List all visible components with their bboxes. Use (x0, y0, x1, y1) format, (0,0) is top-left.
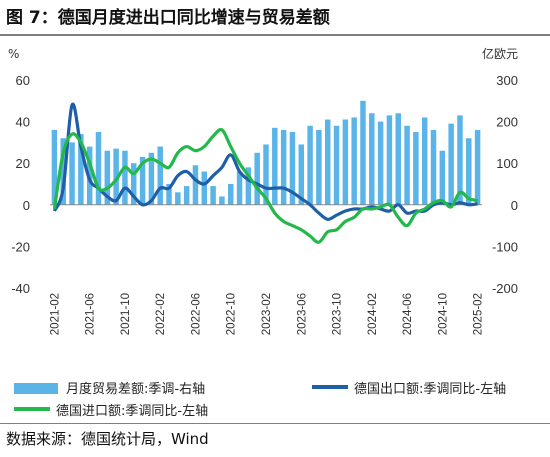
trade-balance-bar (474, 129, 481, 205)
trade-balance-bar (183, 186, 190, 205)
trade-balance-bar (395, 113, 401, 205)
title-divider (0, 34, 550, 36)
trade-balance-bar (466, 138, 472, 205)
trade-balance-bar (245, 167, 252, 205)
trade-balance-bar (219, 196, 225, 205)
left-axis-unit: % (8, 47, 19, 61)
x-tick-label: 2021-02 (49, 293, 61, 335)
trade-balance-bar (280, 129, 287, 205)
right-axis-unit: 亿欧元 (482, 46, 518, 61)
x-tick-label: 2024-06 (402, 293, 414, 335)
left-tick-label: -40 (11, 281, 30, 296)
trade-balance-bar (78, 134, 84, 205)
trade-balance-bar (289, 132, 296, 205)
export-yoy-line (52, 102, 478, 221)
legend-label-import: 德国进口额:季调同比-左轴 (56, 404, 209, 419)
legend-swatch-export (312, 385, 348, 389)
legend-item-bar: 月度贸易差额:季调-右轴 (14, 378, 205, 397)
trade-balance-bar (351, 117, 357, 205)
x-tick-label: 2022-06 (190, 293, 202, 335)
left-tick-label: 0 (23, 198, 30, 213)
left-tick-label: 20 (16, 156, 30, 171)
trade-balance-bar (342, 119, 349, 205)
trade-balance-bar (201, 171, 208, 205)
trade-balance-bar (377, 121, 384, 205)
legend-swatch-bar (14, 383, 58, 394)
legend-swatch-import (14, 407, 50, 411)
right-tick-label: 300 (496, 73, 518, 88)
trade-balance-bar (457, 115, 463, 205)
trade-balance-bar (413, 132, 419, 205)
trade-balance-bar (404, 125, 410, 205)
trade-balance-bar (175, 192, 181, 205)
left-tick-label: -20 (11, 239, 30, 254)
x-tick-label: 2024-10 (437, 293, 449, 335)
trade-balance-bar (104, 150, 111, 205)
x-tick-label: 2023-10 (332, 293, 344, 335)
x-axis-ticks: 2021-02 2021-06 2021-10 2022-02 2022-06 2022-… (49, 293, 484, 335)
right-axis-ticks: 300 200 100 0 -100 -200 (492, 73, 518, 296)
trade-balance-bar (421, 117, 428, 205)
legend-label-export: 德国出口额:季调同比-左轴 (354, 382, 507, 397)
right-tick-label: 200 (496, 115, 518, 130)
x-tick-label: 2025-02 (473, 293, 485, 335)
right-tick-label: 100 (496, 156, 518, 171)
trade-balance-bar (298, 144, 304, 205)
right-tick-label: 0 (511, 198, 518, 213)
trade-balance-bar (360, 100, 366, 205)
source-note: 数据来源：德国统计局，Wind (6, 430, 209, 448)
trade-balance-bar (316, 129, 322, 205)
trade-balance-bar (254, 152, 260, 205)
trade-balance-bar (157, 146, 163, 205)
legend-label-bar: 月度贸易差额:季调-右轴 (66, 382, 206, 397)
trade-balance-bar (95, 132, 102, 205)
chart-title: 图 7：德国月度进出口同比增速与贸易差额 (6, 8, 330, 28)
x-tick-label: 2023-06 (296, 293, 308, 335)
trade-balance-bar (369, 113, 375, 205)
trade-balance-bar (228, 184, 234, 205)
x-tick-label: 2021-06 (85, 293, 97, 335)
import-yoy-line (52, 128, 478, 244)
trade-balance-bar (139, 156, 146, 205)
trade-balance-bar (69, 142, 75, 205)
trade-balance-bar (448, 123, 454, 205)
x-tick-label: 2024-02 (367, 293, 379, 335)
trade-balance-bar (430, 129, 437, 205)
source-divider (0, 423, 550, 424)
trade-balance-bar (166, 184, 172, 205)
right-tick-label: -200 (492, 281, 518, 296)
trade-balance-bar (60, 138, 66, 205)
x-tick-label: 2022-02 (155, 293, 167, 335)
trade-balance-bar (263, 144, 269, 205)
legend-item-import: 德国进口额:季调同比-左轴 (14, 400, 208, 419)
trade-balance-bar (192, 165, 199, 205)
left-tick-label: 40 (16, 115, 30, 130)
x-tick-label: 2022-10 (226, 293, 238, 335)
trade-balance-bar (113, 148, 119, 205)
trade-balance-bar (272, 127, 278, 205)
trade-balance-bar (210, 186, 216, 205)
trade-balance-bar (307, 125, 313, 205)
x-tick-label: 2023-02 (261, 293, 273, 335)
trade-balance-bar (148, 152, 155, 205)
trade-balance-bar (439, 150, 446, 205)
trade-balance-bar (131, 163, 137, 205)
trade-balance-bar (333, 125, 340, 205)
trade-balance-bar (324, 119, 331, 205)
legend-item-export: 德国出口额:季调同比-左轴 (312, 378, 506, 397)
trade-balance-bar (236, 171, 243, 205)
trade-balance-bar (386, 115, 393, 205)
left-axis-ticks: 60 40 20 0 -20 -40 (11, 73, 30, 296)
right-tick-label: -100 (492, 239, 518, 254)
trade-balance-bar (51, 129, 58, 205)
x-tick-label: 2021-10 (120, 293, 132, 335)
left-tick-label: 60 (16, 73, 30, 88)
trade-balance-bar (122, 150, 128, 205)
